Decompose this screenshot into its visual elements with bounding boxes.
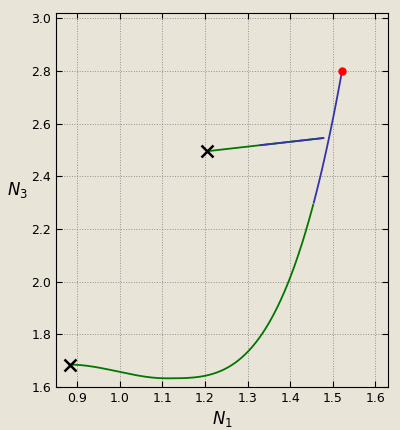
X-axis label: $N_1$: $N_1$ [212, 409, 232, 429]
Y-axis label: $N_3$: $N_3$ [7, 180, 28, 200]
